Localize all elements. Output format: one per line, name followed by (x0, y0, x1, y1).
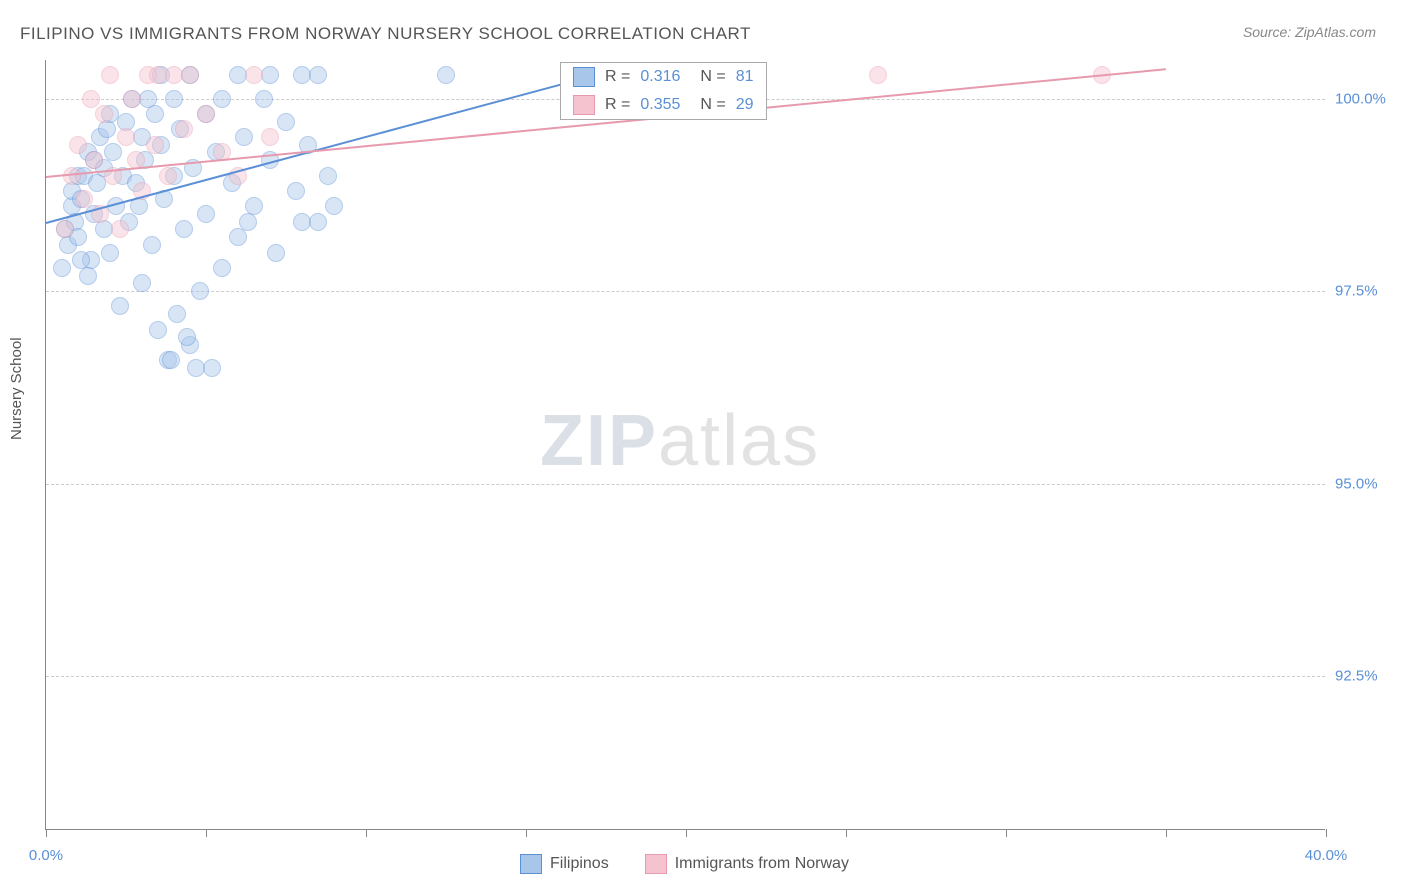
data-point (133, 274, 151, 292)
stats-legend: R = 0.316 N = 81 R = 0.355 N = 29 (560, 62, 767, 120)
legend-swatch (520, 854, 542, 874)
r-label: R = (605, 68, 630, 86)
xtick (1326, 829, 1327, 837)
legend-label: Filipinos (550, 855, 609, 873)
xtick (46, 829, 47, 837)
data-point (175, 120, 193, 138)
data-point (261, 128, 279, 146)
stats-row: R = 0.355 N = 29 (561, 91, 766, 119)
data-point (143, 236, 161, 254)
data-point (104, 143, 122, 161)
data-point (203, 359, 221, 377)
legend-item: Filipinos (520, 854, 609, 874)
data-point (79, 267, 97, 285)
xtick (1006, 829, 1007, 837)
ytick-label: 100.0% (1335, 90, 1405, 107)
data-point (149, 321, 167, 339)
data-point (98, 120, 116, 138)
stats-row: R = 0.316 N = 81 (561, 63, 766, 91)
data-point (168, 305, 186, 323)
plot-area: 92.5%95.0%97.5%100.0%0.0%40.0% (45, 60, 1325, 830)
n-value: 29 (736, 96, 754, 114)
data-point (178, 328, 196, 346)
data-point (101, 244, 119, 262)
xtick (366, 829, 367, 837)
legend-swatch (645, 854, 667, 874)
data-point (437, 66, 455, 84)
data-point (165, 90, 183, 108)
data-point (111, 297, 129, 315)
data-point (111, 220, 129, 238)
xtick (526, 829, 527, 837)
n-value: 81 (736, 68, 754, 86)
ytick-label: 92.5% (1335, 668, 1405, 685)
r-label: R = (605, 96, 630, 114)
data-point (245, 66, 263, 84)
xtick (846, 829, 847, 837)
gridline (46, 484, 1325, 485)
data-point (146, 105, 164, 123)
data-point (191, 282, 209, 300)
data-point (117, 128, 135, 146)
ytick-label: 97.5% (1335, 283, 1405, 300)
legend-label: Immigrants from Norway (675, 855, 849, 873)
data-point (69, 136, 87, 154)
data-point (197, 105, 215, 123)
data-point (255, 90, 273, 108)
chart-title: FILIPINO VS IMMIGRANTS FROM NORWAY NURSE… (20, 24, 751, 44)
source-label: Source: ZipAtlas.com (1243, 24, 1376, 40)
data-point (187, 359, 205, 377)
data-point (175, 220, 193, 238)
xtick (206, 829, 207, 837)
gridline (46, 676, 1325, 677)
data-point (82, 90, 100, 108)
series-legend: Filipinos Immigrants from Norway (520, 854, 849, 874)
data-point (213, 90, 231, 108)
data-point (287, 182, 305, 200)
gridline (46, 291, 1325, 292)
data-point (235, 128, 253, 146)
data-point (197, 205, 215, 223)
data-point (213, 259, 231, 277)
data-point (75, 190, 93, 208)
xtick (686, 829, 687, 837)
n-label: N = (700, 68, 725, 86)
data-point (277, 113, 295, 131)
xtick (1166, 829, 1167, 837)
data-point (869, 66, 887, 84)
data-point (239, 213, 257, 231)
data-point (85, 151, 103, 169)
data-point (261, 66, 279, 84)
data-point (56, 220, 74, 238)
data-point (162, 351, 180, 369)
data-point (53, 259, 71, 277)
r-value: 0.355 (640, 96, 680, 114)
data-point (146, 136, 164, 154)
data-point (123, 90, 141, 108)
ytick-label: 95.0% (1335, 475, 1405, 492)
data-point (309, 213, 327, 231)
data-point (229, 228, 247, 246)
data-point (309, 66, 327, 84)
legend-swatch (573, 67, 595, 87)
legend-item: Immigrants from Norway (645, 854, 849, 874)
xtick-label: 40.0% (1305, 847, 1348, 864)
data-point (181, 66, 199, 84)
legend-swatch (573, 95, 595, 115)
data-point (319, 167, 337, 185)
data-point (101, 66, 119, 84)
xtick-label: 0.0% (29, 847, 63, 864)
r-value: 0.316 (640, 68, 680, 86)
data-point (95, 105, 113, 123)
data-point (159, 167, 177, 185)
data-point (267, 244, 285, 262)
y-axis-label: Nursery School (8, 337, 25, 440)
data-point (325, 197, 343, 215)
n-label: N = (700, 96, 725, 114)
